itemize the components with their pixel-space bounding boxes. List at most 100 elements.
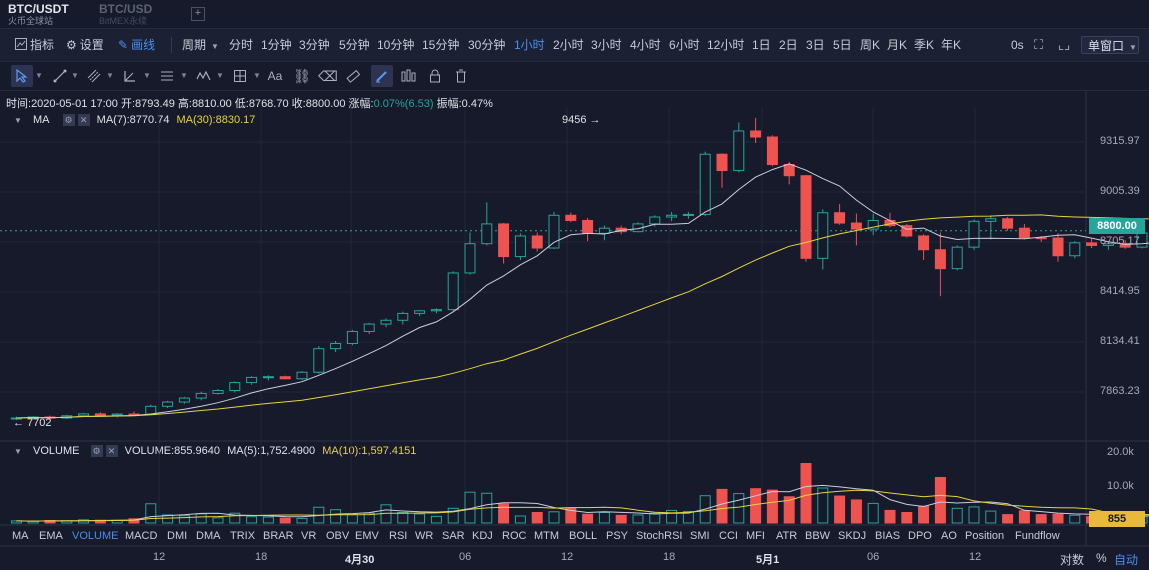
horizontal-line-tool[interactable] bbox=[157, 62, 177, 90]
indicator-tab-brar[interactable]: BRAR bbox=[263, 530, 294, 542]
indicator-tab-vr[interactable]: VR bbox=[301, 530, 317, 542]
angle-tool[interactable] bbox=[120, 62, 140, 90]
period-5[interactable]: 15分钟 bbox=[422, 38, 460, 52]
caret-down-icon[interactable]: ▼ bbox=[253, 71, 261, 80]
indicator-tab-atr[interactable]: ATR bbox=[776, 530, 798, 542]
period-12[interactable]: 12小时 bbox=[707, 38, 745, 52]
caret-down-icon[interactable]: ▼ bbox=[106, 71, 114, 80]
collapse-icon[interactable]: ▼ bbox=[14, 116, 22, 125]
period-15[interactable]: 3日 bbox=[806, 38, 825, 52]
indicator-tab-ema[interactable]: EMA bbox=[39, 530, 63, 542]
eraser-tool[interactable]: ⌫ bbox=[318, 62, 338, 90]
time-label: 时间: bbox=[6, 98, 32, 110]
indicator-tab-emv[interactable]: EMV bbox=[355, 530, 379, 542]
indicator-tab-dmi[interactable]: DMI bbox=[167, 530, 188, 542]
candle-body bbox=[346, 330, 358, 345]
indicator-tab-sar[interactable]: SAR bbox=[442, 530, 465, 542]
indicator-tab-cci[interactable]: CCI bbox=[719, 530, 738, 542]
lock-tool[interactable] bbox=[425, 62, 445, 90]
indicator-tab-trix[interactable]: TRIX bbox=[230, 530, 256, 542]
text-tool[interactable]: Aa bbox=[267, 69, 283, 83]
period-13[interactable]: 1日 bbox=[752, 38, 771, 52]
legend-settings-icon[interactable]: ⚙ bbox=[90, 445, 103, 457]
indicator-tab-boll[interactable]: BOLL bbox=[569, 530, 598, 542]
period-1[interactable]: 1分钟 bbox=[261, 38, 292, 52]
indicators-button[interactable]: 指标 bbox=[15, 29, 54, 61]
period-10[interactable]: 4小时 bbox=[630, 38, 661, 52]
collapse-icon[interactable]: ▼ bbox=[14, 447, 22, 456]
caret-down-icon[interactable]: ▼ bbox=[180, 71, 188, 80]
tab-btc-usd[interactable]: BTC/USD BitMEX永续 bbox=[99, 3, 152, 27]
caret-down-icon[interactable]: ▼ bbox=[143, 71, 151, 80]
add-tab-button[interactable]: + bbox=[191, 7, 205, 21]
candle-body bbox=[229, 382, 241, 391]
indicator-tab-obv[interactable]: OBV bbox=[326, 530, 350, 542]
period-9[interactable]: 3小时 bbox=[591, 38, 622, 52]
indicator-tab-ao[interactable]: AO bbox=[941, 530, 957, 542]
period-dropdown[interactable]: 周期 ▼ bbox=[182, 29, 219, 61]
cursor-tool[interactable] bbox=[11, 65, 33, 87]
indicator-tab-ma[interactable]: MA bbox=[12, 530, 29, 542]
indicator-tab-stochrsi[interactable]: StochRSI bbox=[636, 530, 683, 542]
period-3[interactable]: 5分钟 bbox=[339, 38, 370, 52]
fullscreen-icon[interactable]: ⛶ bbox=[1034, 37, 1044, 52]
open-value: 8793.49 bbox=[135, 98, 175, 110]
period-0[interactable]: 分时 bbox=[229, 38, 254, 52]
trend-line-tool[interactable] bbox=[50, 62, 70, 90]
screenshot-icon[interactable]: ⌞⌟ bbox=[1058, 37, 1071, 52]
settings-button[interactable]: ⚙ 设置 bbox=[66, 29, 104, 61]
auto-scale-toggle[interactable]: 自动 bbox=[1114, 553, 1139, 567]
period-4[interactable]: 10分钟 bbox=[377, 38, 415, 52]
period-6[interactable]: 30分钟 bbox=[468, 38, 506, 52]
indicator-tab-mfi[interactable]: MFI bbox=[746, 530, 765, 542]
period-11[interactable]: 6小时 bbox=[669, 38, 700, 52]
draw-button[interactable]: ✎ 画线 bbox=[118, 29, 155, 61]
period-16[interactable]: 5日 bbox=[833, 38, 852, 52]
indicator-tab-smi[interactable]: SMI bbox=[690, 530, 710, 542]
indicator-tab-wr[interactable]: WR bbox=[415, 530, 434, 542]
indicator-tab-bias[interactable]: BIAS bbox=[875, 530, 901, 542]
legend-settings-icon[interactable]: ⚙ bbox=[62, 114, 75, 126]
ruler-tool[interactable] bbox=[343, 62, 363, 90]
pattern-tool[interactable]: ⛓ bbox=[292, 62, 312, 90]
indicator-tab-psy[interactable]: PSY bbox=[606, 530, 629, 542]
candle bbox=[750, 117, 762, 144]
delete-tool[interactable] bbox=[451, 62, 471, 90]
indicator-tab-volume[interactable]: VOLUME bbox=[72, 530, 119, 542]
measure-tool[interactable] bbox=[399, 62, 419, 90]
channel-tool[interactable] bbox=[84, 62, 104, 90]
indicator-tab-fundflow[interactable]: Fundflow bbox=[1015, 530, 1060, 542]
indicator-tab-rsi[interactable]: RSI bbox=[389, 530, 408, 542]
indicator-tab-bbw[interactable]: BBW bbox=[805, 530, 831, 542]
indicator-tab-mtm[interactable]: MTM bbox=[534, 530, 560, 542]
caret-down-icon[interactable]: ▼ bbox=[35, 71, 43, 80]
period-20[interactable]: 年K bbox=[941, 38, 962, 52]
caret-down-icon[interactable]: ▼ bbox=[216, 71, 224, 80]
indicator-tab-dpo[interactable]: DPO bbox=[908, 530, 932, 542]
wave-tool[interactable] bbox=[194, 62, 214, 90]
period-19[interactable]: 季K bbox=[914, 38, 935, 52]
period-2[interactable]: 3分钟 bbox=[299, 38, 330, 52]
period-7[interactable]: 1小时 bbox=[514, 38, 545, 52]
pen-tool[interactable] bbox=[371, 65, 393, 87]
indicator-tab-dma[interactable]: DMA bbox=[196, 530, 221, 542]
period-17[interactable]: 周K bbox=[860, 38, 881, 52]
layout-dropdown[interactable]: 单窗口 ▼ bbox=[1081, 36, 1139, 54]
period-14[interactable]: 2日 bbox=[779, 38, 798, 52]
period-18[interactable]: 月K bbox=[887, 38, 908, 52]
indicator-tab-skdj[interactable]: SKDJ bbox=[838, 530, 867, 542]
legend-close-icon[interactable]: ✕ bbox=[105, 445, 118, 457]
crosshair-tool[interactable] bbox=[230, 62, 250, 90]
indicator-tab-macd[interactable]: MACD bbox=[125, 530, 158, 542]
percent-scale-toggle[interactable]: % bbox=[1096, 551, 1107, 565]
log-scale-toggle[interactable]: 对数 bbox=[1060, 553, 1085, 567]
candle-body bbox=[1119, 243, 1131, 248]
indicator-tab-position[interactable]: Position bbox=[965, 530, 1005, 542]
period-8[interactable]: 2小时 bbox=[553, 38, 584, 52]
caret-down-icon[interactable]: ▼ bbox=[71, 71, 79, 80]
tab-btc-usdt[interactable]: BTC/USDT 火币全球站 bbox=[8, 3, 69, 27]
legend-close-icon[interactable]: ✕ bbox=[77, 114, 90, 126]
indicator-tab-roc[interactable]: ROC bbox=[502, 530, 527, 542]
indicator-tab-kdj[interactable]: KDJ bbox=[472, 530, 493, 542]
